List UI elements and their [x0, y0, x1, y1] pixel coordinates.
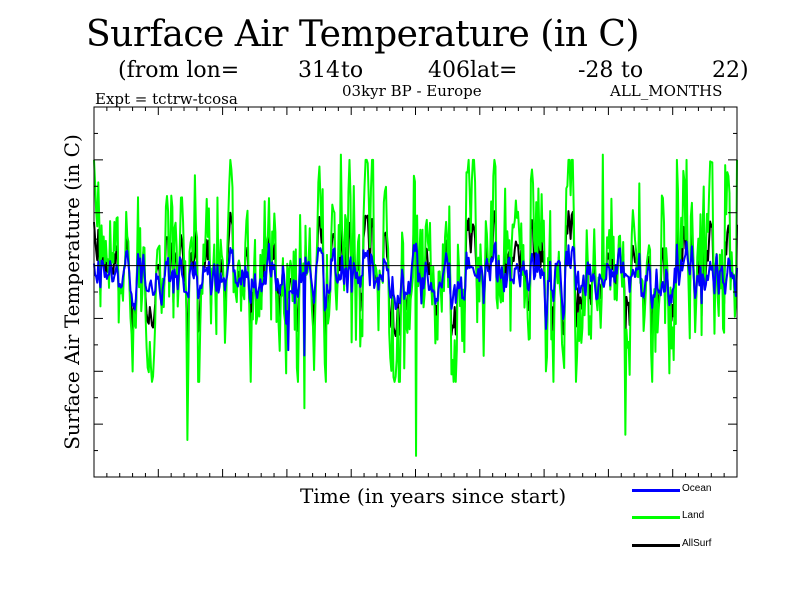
legend-label-land: Land [682, 510, 705, 521]
x-axis-label: Time (in years since start) [300, 484, 567, 508]
period-label: 03kyr BP - Europe [342, 82, 482, 100]
legend-label-ocean: Ocean [682, 483, 712, 494]
subtitle-lat-start: -28 [578, 58, 614, 83]
subtitle-lat-label: lat= [470, 58, 518, 83]
subtitle-to-label-1: to [341, 58, 364, 83]
chart-title: Surface Air Temperature (in C) [86, 14, 639, 55]
subtitle-lat-end: 22) [712, 58, 749, 83]
ticks-layer [93, 106, 738, 478]
y-axis-label: Surface Air Temperature (in C) [60, 134, 84, 450]
legend-label-allsurf: AllSurf [682, 538, 712, 549]
series-line-land [93, 153, 738, 457]
subtitle-lon-start: 314 [298, 58, 340, 83]
legend-swatch-land [632, 516, 680, 519]
months-label: ALL_MONTHS [610, 82, 723, 100]
subtitle-lon-end: 406 [428, 58, 470, 83]
expt-label: Expt = tctrw-tcosa [95, 90, 238, 108]
legend-swatch-allsurf [632, 544, 680, 547]
series-layer [93, 153, 738, 457]
subtitle-from-lon-label: (from lon= [118, 58, 240, 83]
series-line-ocean [93, 240, 738, 357]
subtitle-to-label-2: to [621, 58, 644, 83]
legend-swatch-ocean [632, 489, 680, 492]
